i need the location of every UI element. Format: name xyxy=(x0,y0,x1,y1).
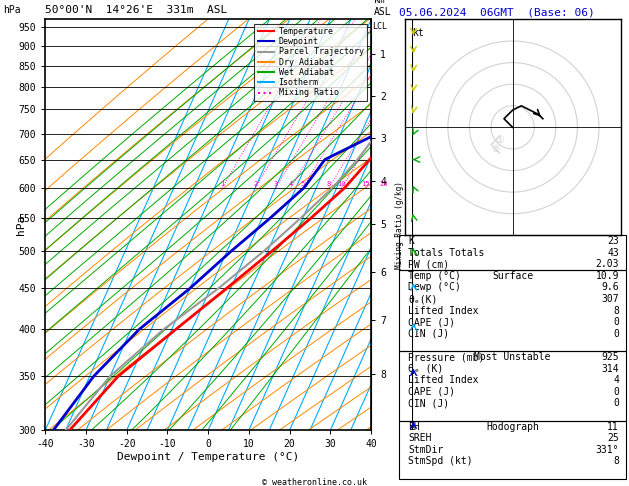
Bar xyxy=(399,351,626,421)
Bar xyxy=(399,421,626,479)
Text: CAPE (J): CAPE (J) xyxy=(408,387,455,397)
Text: θₑ (K): θₑ (K) xyxy=(408,364,443,374)
Text: Most Unstable: Most Unstable xyxy=(474,352,551,362)
Text: 10.9: 10.9 xyxy=(596,271,619,281)
Text: PW (cm): PW (cm) xyxy=(408,259,450,269)
Text: 50°00'N  14°26'E  331m  ASL: 50°00'N 14°26'E 331m ASL xyxy=(45,4,228,15)
Text: 307: 307 xyxy=(601,294,619,304)
Text: Dewp (°C): Dewp (°C) xyxy=(408,282,461,293)
Text: θₑ(K): θₑ(K) xyxy=(408,294,438,304)
Text: 8: 8 xyxy=(327,181,331,188)
Text: 05.06.2024  06GMT  (Base: 06): 05.06.2024 06GMT (Base: 06) xyxy=(399,7,595,17)
Text: 25: 25 xyxy=(608,433,619,443)
Legend: Temperature, Dewpoint, Parcel Trajectory, Dry Adiabat, Wet Adiabat, Isotherm, Mi: Temperature, Dewpoint, Parcel Trajectory… xyxy=(255,24,367,101)
Text: 4: 4 xyxy=(613,375,619,385)
Text: 925: 925 xyxy=(601,352,619,362)
Text: hPa: hPa xyxy=(3,4,21,15)
Text: 15: 15 xyxy=(362,181,370,188)
Text: LCL: LCL xyxy=(372,22,387,31)
Text: Lifted Index: Lifted Index xyxy=(408,306,479,315)
Text: 4: 4 xyxy=(289,181,293,188)
Text: hPa: hPa xyxy=(16,215,26,235)
Text: 23: 23 xyxy=(608,236,619,246)
Bar xyxy=(399,270,626,351)
Text: 20: 20 xyxy=(379,181,387,188)
Text: 9.6: 9.6 xyxy=(601,282,619,293)
Text: © weatheronline.co.uk: © weatheronline.co.uk xyxy=(262,478,367,486)
X-axis label: Dewpoint / Temperature (°C): Dewpoint / Temperature (°C) xyxy=(117,452,299,462)
Text: Totals Totals: Totals Totals xyxy=(408,248,485,258)
Text: 2: 2 xyxy=(253,181,258,188)
Text: 3: 3 xyxy=(274,181,278,188)
Text: 1: 1 xyxy=(220,181,225,188)
Text: 5: 5 xyxy=(301,181,305,188)
Text: km
ASL: km ASL xyxy=(374,0,392,17)
Text: Surface: Surface xyxy=(492,271,533,281)
Text: 8: 8 xyxy=(613,456,619,467)
Text: 2.03: 2.03 xyxy=(596,259,619,269)
Text: Mixing Ratio (g/kg): Mixing Ratio (g/kg) xyxy=(395,181,404,269)
Text: ①: ① xyxy=(495,135,504,145)
Bar xyxy=(399,235,626,270)
Text: StmSpd (kt): StmSpd (kt) xyxy=(408,456,473,467)
Text: CIN (J): CIN (J) xyxy=(408,399,450,408)
Text: 10: 10 xyxy=(338,181,346,188)
Text: 11: 11 xyxy=(608,421,619,432)
Text: ②: ② xyxy=(491,144,500,154)
Text: EH: EH xyxy=(408,421,420,432)
Text: 43: 43 xyxy=(608,248,619,258)
Text: 331°: 331° xyxy=(596,445,619,455)
Text: CAPE (J): CAPE (J) xyxy=(408,317,455,327)
Text: 314: 314 xyxy=(601,364,619,374)
Text: CIN (J): CIN (J) xyxy=(408,329,450,339)
Text: kt: kt xyxy=(413,28,425,38)
Text: StmDir: StmDir xyxy=(408,445,443,455)
Text: 0: 0 xyxy=(613,399,619,408)
Text: 0: 0 xyxy=(613,317,619,327)
Text: Hodograph: Hodograph xyxy=(486,421,539,432)
Text: K: K xyxy=(408,236,415,246)
Text: Pressure (mb): Pressure (mb) xyxy=(408,352,485,362)
Text: Lifted Index: Lifted Index xyxy=(408,375,479,385)
Text: 8: 8 xyxy=(613,306,619,315)
Text: Temp (°C): Temp (°C) xyxy=(408,271,461,281)
Text: 0: 0 xyxy=(613,387,619,397)
Text: SREH: SREH xyxy=(408,433,432,443)
Text: 0: 0 xyxy=(613,329,619,339)
